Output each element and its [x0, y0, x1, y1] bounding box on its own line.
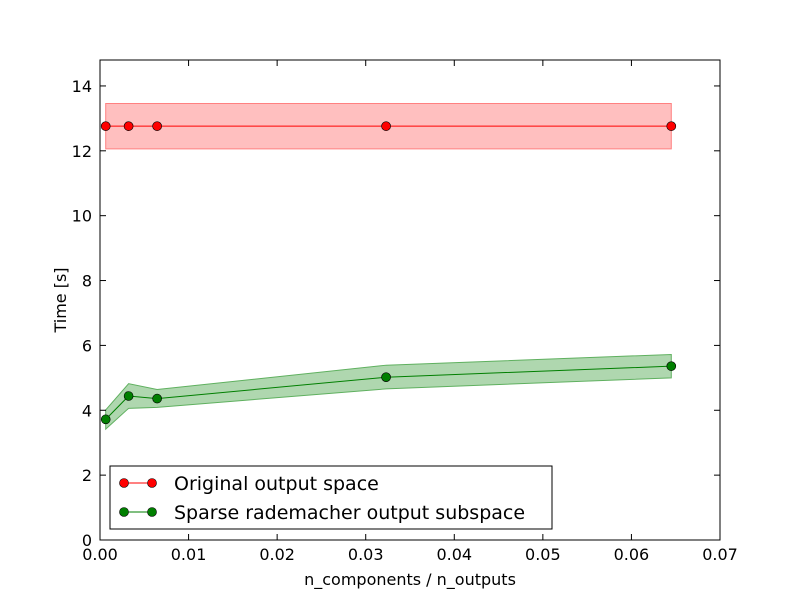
legend-label-0: Original output space: [174, 473, 379, 495]
point-series-1-1: [123, 391, 134, 401]
x-tick-label: 0.06: [614, 545, 650, 564]
x-tick-label: 0.04: [436, 545, 472, 564]
y-tick-label: 6: [82, 336, 92, 355]
point-series-1-2: [152, 393, 162, 404]
point-series-1-0: [100, 414, 111, 425]
legend-marker-1: [119, 507, 129, 517]
y-axis-label: Time [s]: [51, 267, 70, 333]
point-series-1-4: [666, 361, 677, 371]
point-series-0-2: [152, 121, 162, 131]
y-axis-ticks: 0 2 4 6 8 10 12 14: [72, 77, 720, 550]
plot-frame: [99, 59, 721, 541]
y-tick-label: 0: [82, 531, 92, 550]
x-tick-label: 0.02: [259, 545, 295, 564]
y-tick-label: 2: [82, 466, 92, 485]
point-series-0-1: [123, 121, 134, 131]
legend-marker-1: [147, 507, 157, 517]
band-series-1: [105, 353, 672, 431]
legend-label-1: Sparse rademacher output subspace: [174, 502, 525, 524]
x-tick-label: 0.07: [702, 545, 738, 564]
y-tick-label: 14: [72, 77, 92, 96]
x-tick-label: 0.03: [348, 545, 384, 564]
legend: Original output space Sparse rademacher o…: [109, 465, 553, 530]
point-series-0-4: [666, 121, 677, 131]
y-tick-label: 8: [82, 272, 92, 291]
point-series-1-3: [381, 372, 391, 382]
x-tick-label: 0.00: [82, 545, 118, 564]
point-series-0-3: [381, 121, 391, 131]
x-tick-label: 0.01: [171, 545, 207, 564]
y-tick-label: 10: [72, 207, 92, 226]
series-points: [100, 121, 677, 425]
y-tick-label: 4: [82, 401, 92, 420]
x-axis-ticks: 0.00 0.01 0.02 0.03 0.04 0.05 0.06 0.07: [82, 60, 738, 564]
point-series-0-0: [100, 121, 111, 131]
legend-box: [109, 465, 553, 530]
y-tick-label: 12: [72, 142, 92, 161]
x-tick-label: 0.05: [525, 545, 561, 564]
legend-marker-0: [119, 478, 129, 488]
legend-marker-0: [147, 478, 157, 488]
x-axis-label: n_components / n_outputs: [304, 570, 516, 590]
